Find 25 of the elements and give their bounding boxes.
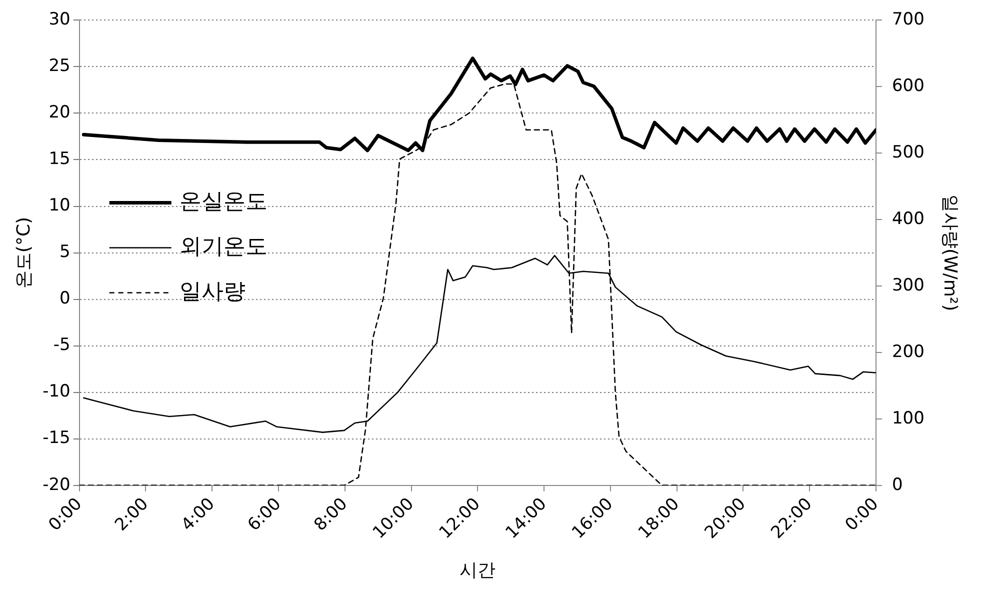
y-tick-label: 25	[48, 56, 70, 76]
y-tick-label: -15	[42, 428, 70, 448]
y-tick-label: 0	[60, 288, 70, 309]
y2-tick-label: 500	[892, 142, 924, 163]
y2-tick-label: 600	[892, 76, 924, 96]
y-axis-title: 온도(°C)	[13, 216, 34, 289]
y-tick-label: 10	[48, 196, 70, 216]
y-tick-label: 20	[48, 102, 70, 123]
x-axis-title: 시간	[460, 560, 496, 581]
y-tick-label: 5	[60, 242, 70, 262]
legend-label: 외기온도	[179, 234, 268, 260]
legend-label: 온실온도	[179, 189, 268, 214]
y-tick-label: -10	[42, 382, 70, 402]
y2-tick-label: 400	[892, 208, 924, 229]
y-tick-label: 15	[48, 149, 70, 170]
legend-label: 일사량	[179, 279, 246, 304]
y2-tick-label: 200	[892, 342, 924, 362]
y-tick-label: 30	[48, 10, 70, 30]
y2-tick-label: 700	[892, 10, 924, 30]
y-tick-label: -20	[42, 474, 70, 495]
y2-tick-label: 300	[892, 275, 924, 296]
y2-tick-label: 100	[892, 408, 924, 428]
y2-axis-title: 일사량(W/m²)	[940, 194, 961, 312]
y-tick-label: -5	[53, 335, 70, 356]
y2-tick-label: 0	[892, 474, 903, 495]
